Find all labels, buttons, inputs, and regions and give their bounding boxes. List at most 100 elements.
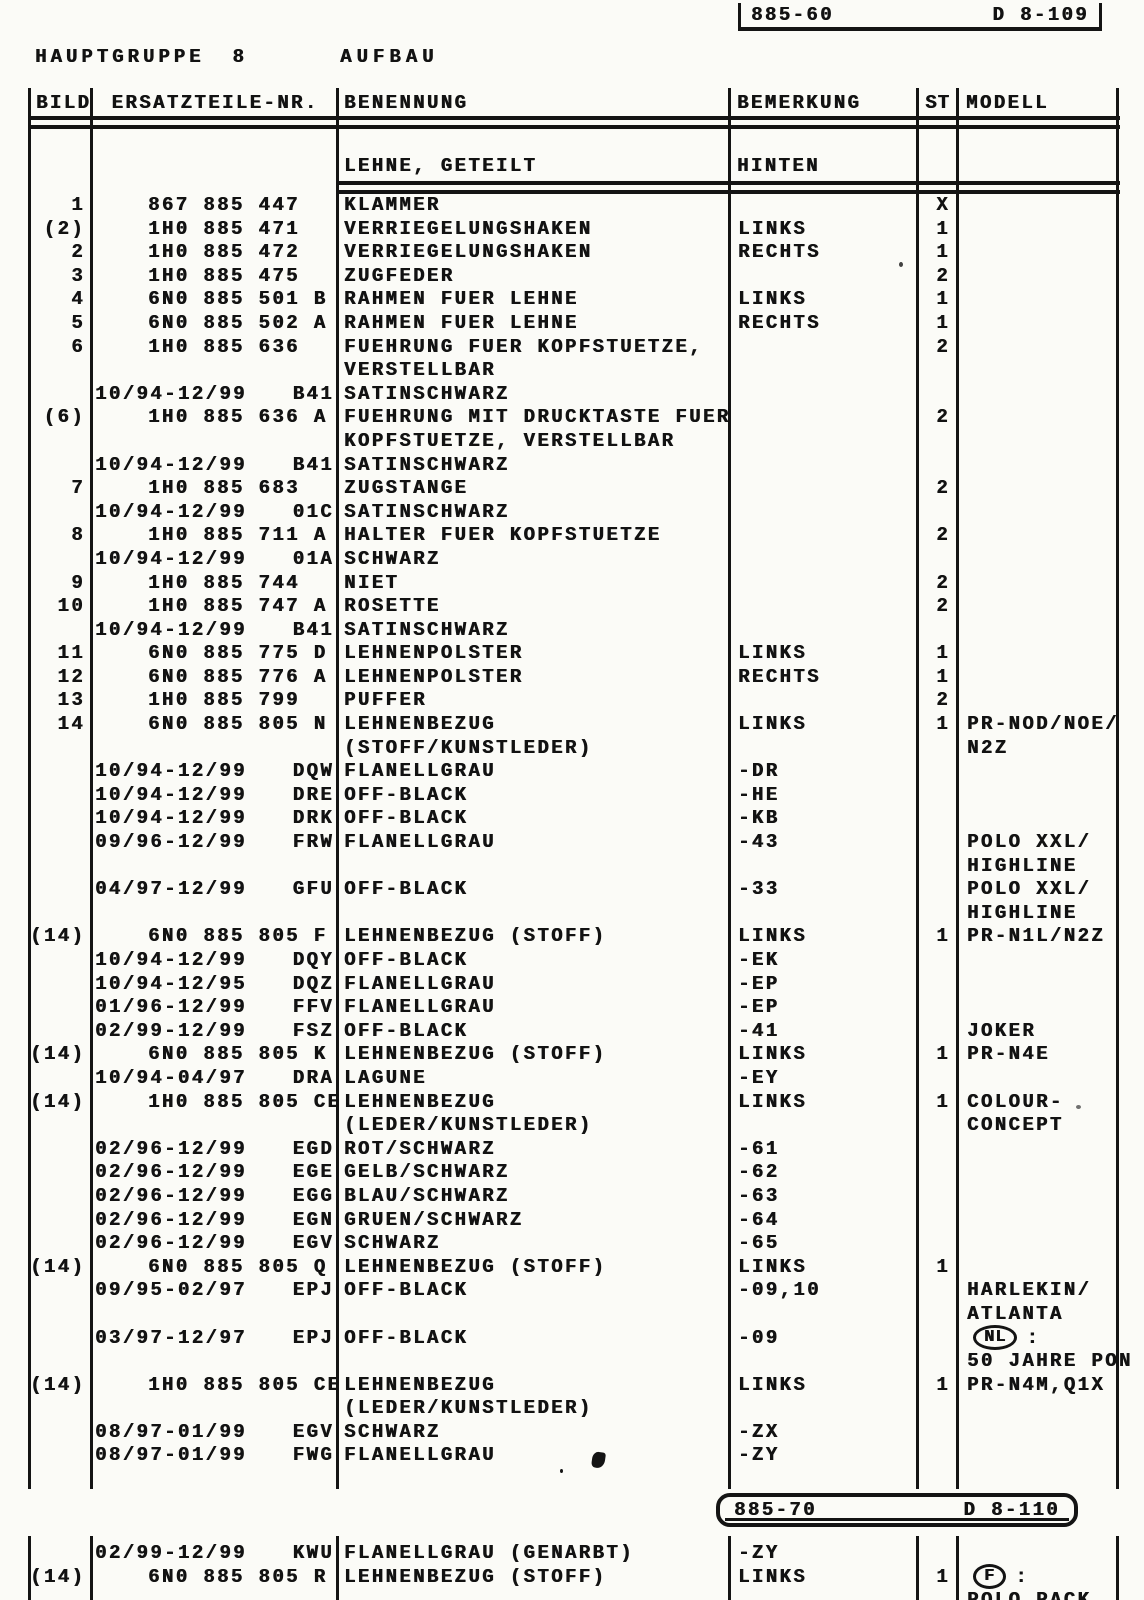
cell-st: 1 xyxy=(936,925,950,948)
table-row: HIGHLINE xyxy=(30,855,1134,879)
cell-date-range: 10/94-12/99 xyxy=(95,760,247,783)
cell-bemerkung: -ZX xyxy=(738,1420,780,1443)
cell-bemerkung: -DR xyxy=(738,760,780,783)
cell-ersatzteile-nr: 03/97-12/97 EPJ xyxy=(92,1327,338,1351)
cell-benennung: PUFFER xyxy=(344,689,427,712)
cell-bild: 14 xyxy=(57,713,85,736)
cell-ersatzteile-nr xyxy=(92,430,338,454)
cell-bild xyxy=(30,973,92,997)
cell-color-code: EPJ xyxy=(292,1326,334,1349)
table-row: 1 867 885 447 KLAMMER X xyxy=(30,194,1134,218)
cell-modell: HARLEKIN/ xyxy=(967,1279,1092,1302)
cell-bemerkung xyxy=(729,430,917,454)
cell-benennung: KLAMMER xyxy=(344,194,441,216)
group-subheader-remark: HINTEN xyxy=(737,155,820,177)
cell-bild: (14) xyxy=(30,1565,86,1588)
cell-benennung: BLAU/SCHWARZ xyxy=(344,1184,510,1207)
table-row: 10/94-12/99 DQY OFF-BLACK -EK xyxy=(30,949,1134,973)
cell-bemerkung: RECHTS xyxy=(738,665,821,688)
cell-ersatzteile-nr: 10/94-12/99 01C xyxy=(92,501,338,525)
cell-benennung: LEHNENBEZUG xyxy=(344,713,496,736)
cell-benennung: LEHNENPOLSTER xyxy=(344,665,524,688)
cell-ersatzteile-nr: 1H0 885 747 A xyxy=(92,595,338,619)
cell-date-range: 10/94-12/99 xyxy=(95,547,247,570)
table-row: (14) 1H0 885 805 CE LEHNENBEZUG LINKS 1 PR-N4… xyxy=(30,1374,1134,1398)
cell-modell-text: : xyxy=(1015,1565,1030,1588)
table-border-left xyxy=(28,1536,31,1600)
cell-color-code: DRK xyxy=(292,807,334,830)
cell-bild xyxy=(30,619,92,643)
cell-st xyxy=(917,784,958,808)
cell-bemerkung xyxy=(729,383,917,407)
cell-modell xyxy=(958,784,1134,808)
table-row: 10/94-12/95 DQZ FLANELLGRAU -EP xyxy=(30,973,1134,997)
table-row: (LEDER/KUNSTLEDER) CONCEPT xyxy=(30,1114,1134,1138)
cell-modell: JOKER xyxy=(967,1019,1037,1042)
cell-bild: 13 xyxy=(57,689,85,712)
cell-modell xyxy=(958,524,1134,548)
table-row: 5 6N0 885 502 A RAHMEN FUER LEHNE RECHTS 1 xyxy=(30,312,1134,336)
cell-bemerkung: LINKS xyxy=(738,1043,808,1066)
cell-modell-text: : xyxy=(1026,1326,1041,1349)
cell-ersatzteile-nr: 6N0 885 775 D xyxy=(92,642,338,666)
cell-ersatzteile-nr: 6N0 885 805 F xyxy=(92,925,338,949)
col-divider-bild xyxy=(90,1536,93,1600)
cell-st xyxy=(917,831,958,855)
ref-number-right: D 8-110 xyxy=(963,1499,1060,1521)
cell-ersatzteile-nr: 1H0 885 636 xyxy=(92,336,338,360)
page-reference-box-bottom: 885-70 D 8-110 xyxy=(716,1493,1078,1527)
cell-benennung: SATINSCHWARZ xyxy=(344,500,510,523)
cell-st: 1 xyxy=(936,217,950,240)
cell-ersatzteile-nr: 1H0 885 805 CE xyxy=(92,1091,339,1115)
cell-ersatzteile-nr: 09/95-02/97 EPJ xyxy=(92,1279,338,1303)
cell-benennung: VERRIEGELUNGSHAKEN xyxy=(344,241,593,264)
cell-color-code: DQZ xyxy=(292,972,334,995)
cell-bild xyxy=(30,1421,92,1445)
cell-bild: 11 xyxy=(57,642,85,665)
cell-bild xyxy=(30,501,92,525)
cell-st: 1 xyxy=(936,665,950,688)
cell-date-range: 02/99-12/99 xyxy=(95,1019,247,1042)
cell-part-number: 1H0 885 747 A xyxy=(148,595,328,618)
cell-modell xyxy=(958,406,1134,430)
cell-ersatzteile-nr xyxy=(92,1350,338,1374)
cell-modell xyxy=(958,359,1134,383)
cell-bild xyxy=(30,1067,92,1091)
cell-color-code: 01A xyxy=(292,547,334,570)
cell-part-number xyxy=(92,359,95,383)
cell-bild xyxy=(30,1138,92,1162)
cell-bemerkung xyxy=(729,265,917,289)
cell-benennung xyxy=(338,902,729,926)
cell-bemerkung xyxy=(729,737,917,761)
cell-ersatzteile-nr: 02/99-12/99 FSZ xyxy=(92,1020,338,1044)
cell-benennung: GRUEN/SCHWARZ xyxy=(344,1208,524,1231)
table-row: 10/94-12/99 DRE OFF-BLACK -HE xyxy=(30,784,1134,808)
cell-part-number: 6N0 885 805 F xyxy=(148,925,328,948)
cell-bild xyxy=(30,1020,92,1044)
cell-bild: (6) xyxy=(43,406,85,429)
cell-date-range: 10/94-12/99 xyxy=(95,500,247,523)
cell-st xyxy=(917,619,958,643)
cell-ersatzteile-nr: 1H0 885 799 xyxy=(92,689,338,713)
table-row: (14) 6N0 885 805 Q LEHNENBEZUG (STOFF) LINK… xyxy=(30,1256,1134,1280)
cell-benennung: OFF-BLACK xyxy=(344,1326,469,1349)
table-row: 08/97-01/99 FWG FLANELLGRAU -ZY xyxy=(30,1444,1134,1468)
cell-bild: (14) xyxy=(30,1373,86,1396)
cell-modell xyxy=(958,1138,1134,1162)
cell-color-code: EGV xyxy=(292,1232,334,1255)
table-row: POLO PACK xyxy=(30,1589,1134,1600)
cell-bild: 4 xyxy=(71,288,85,311)
ink-speck xyxy=(560,1469,563,1473)
table-row: (6) 1H0 885 636 A FUEHRUNG MIT DRUCKTASTE … xyxy=(30,406,1134,430)
cell-st xyxy=(917,855,958,879)
cell-modell: HIGHLINE xyxy=(967,901,1078,924)
cell-ersatzteile-nr xyxy=(92,737,338,761)
cell-date-range: 03/97-12/97 xyxy=(95,1326,247,1349)
cell-bild xyxy=(30,1279,92,1303)
table-border-left xyxy=(28,88,31,1489)
cell-modell xyxy=(958,383,1134,407)
cell-st xyxy=(917,1161,958,1185)
cell-part-number xyxy=(92,1114,95,1138)
cell-bild xyxy=(30,1444,92,1468)
cell-modell xyxy=(958,572,1134,596)
